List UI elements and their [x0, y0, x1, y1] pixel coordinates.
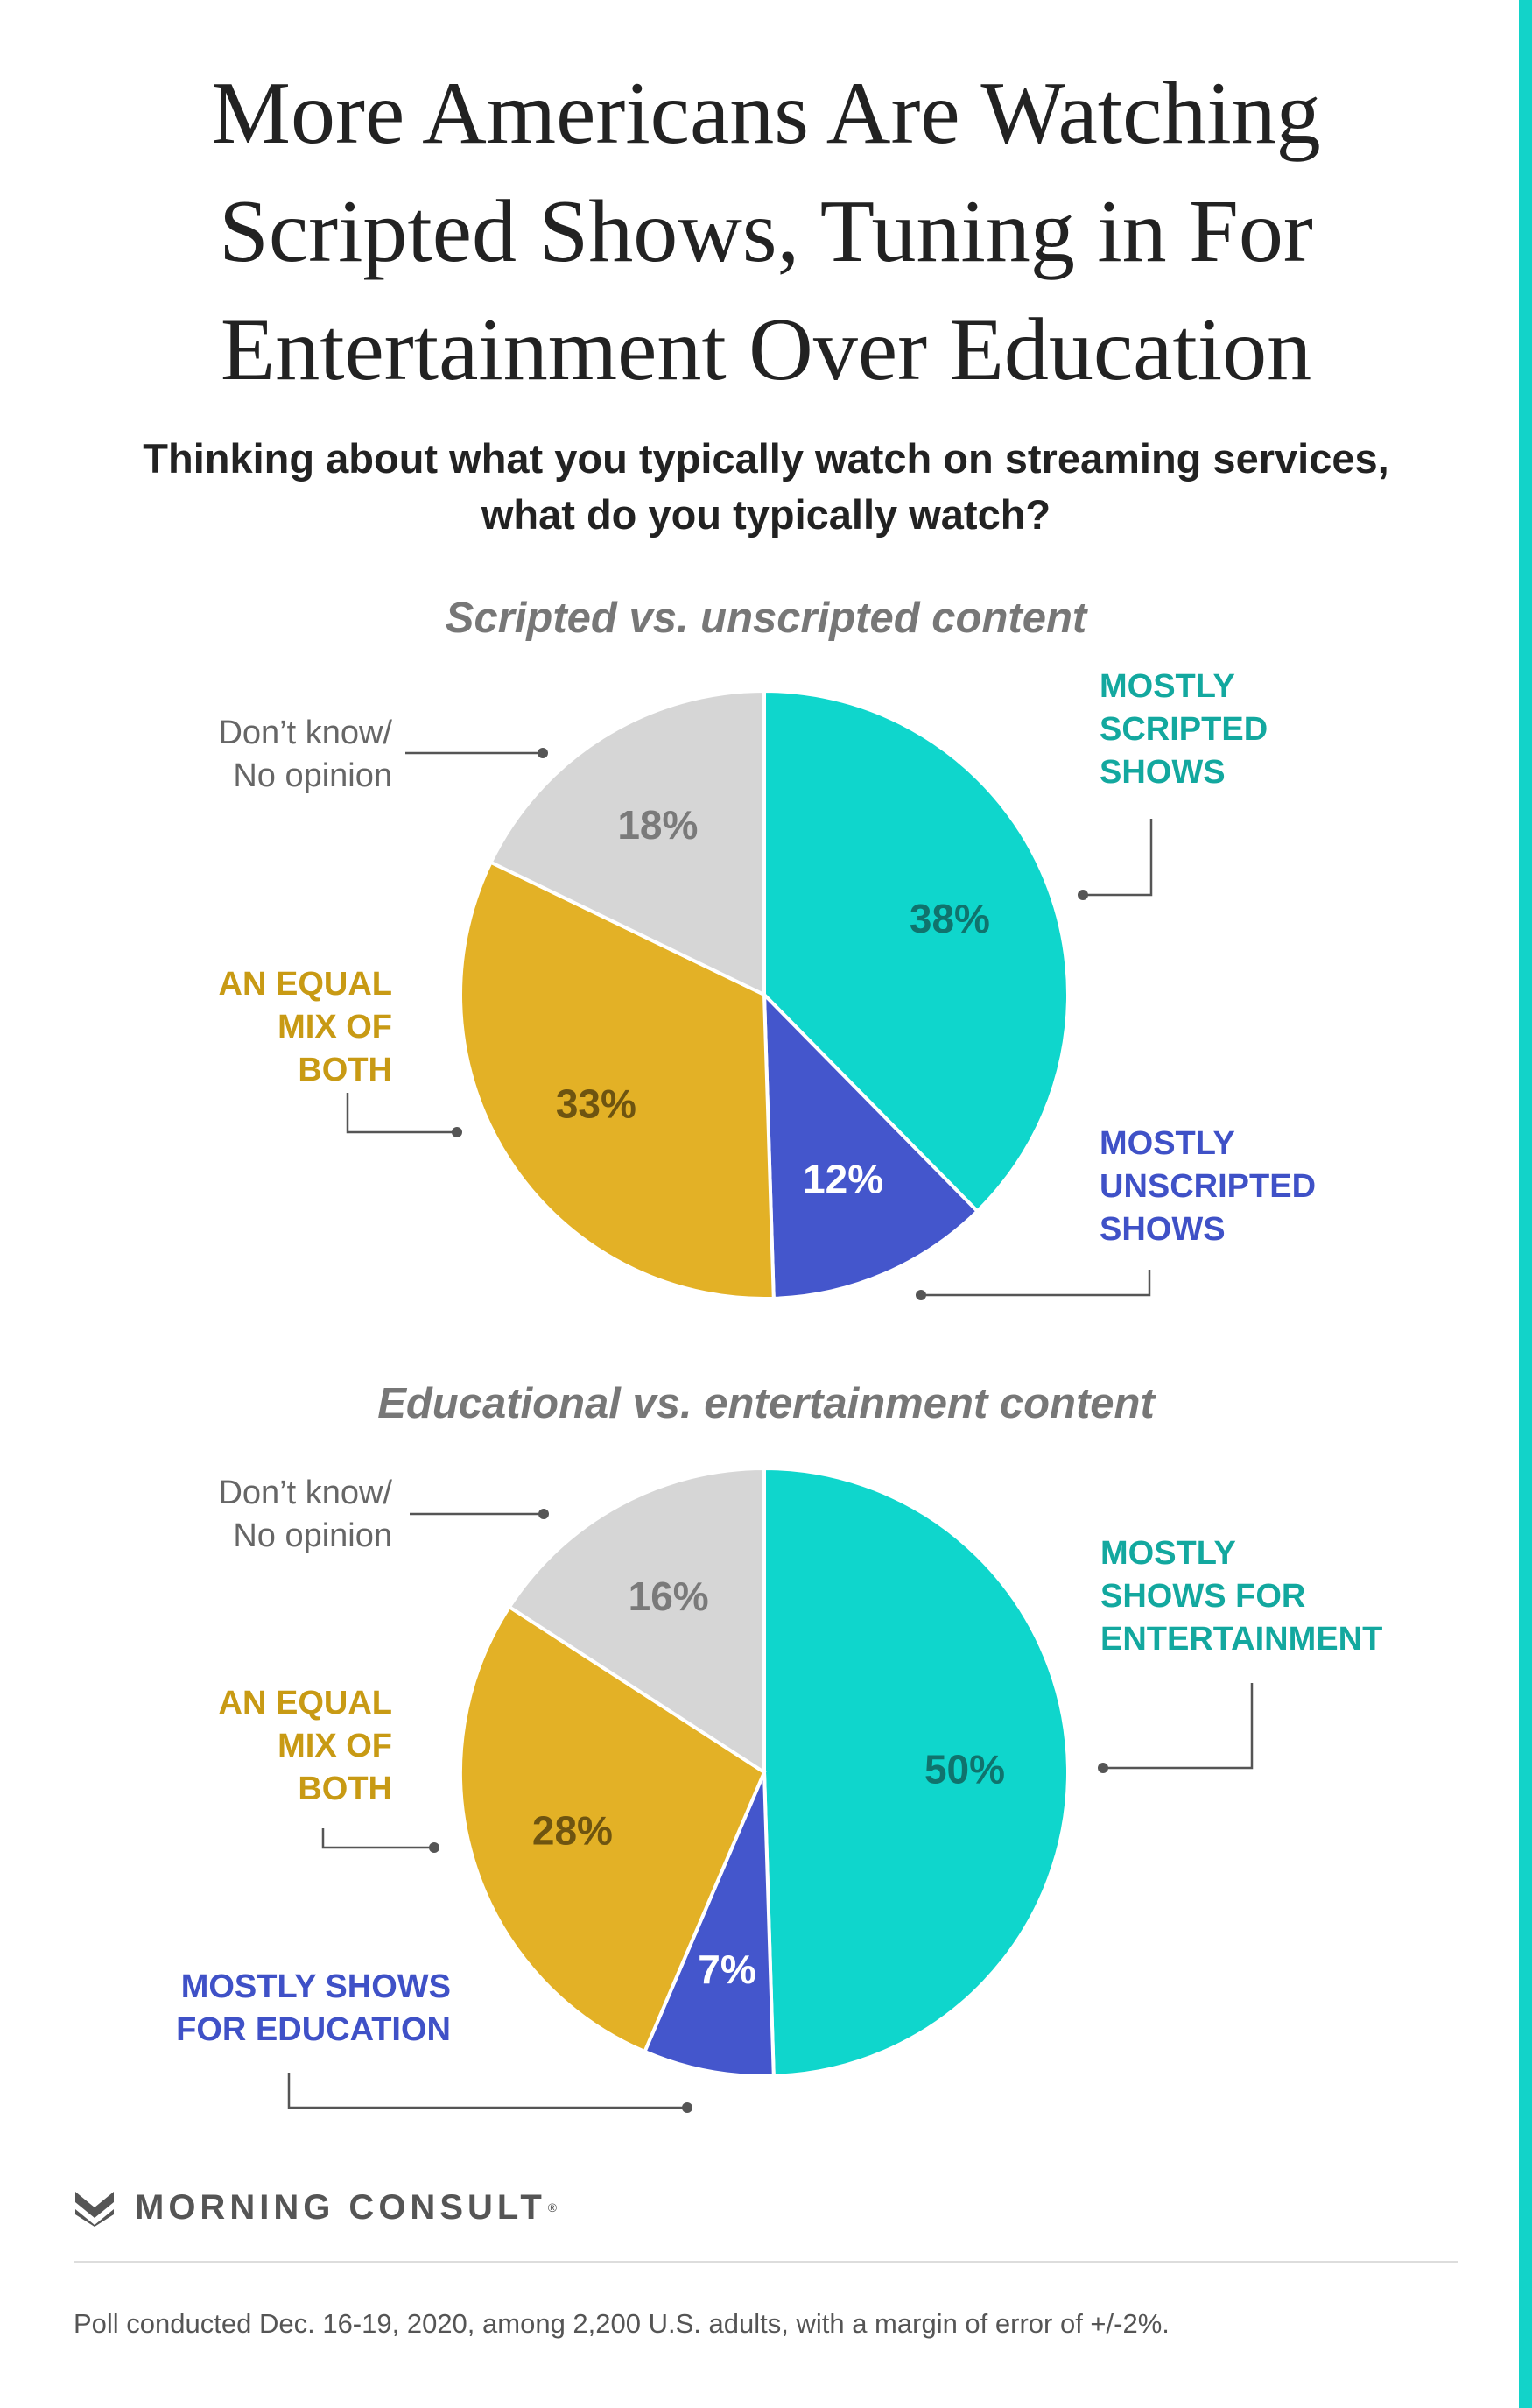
pie2-slice-2	[459, 1604, 767, 2054]
label-mostly-scripted: MOSTLY SCRIPTED SHOWS	[1100, 668, 1268, 791]
accent-bar	[1519, 0, 1532, 2408]
pie2-value-label-2: 28%	[532, 1808, 613, 1854]
leader-dot-mix-2	[429, 1842, 439, 1853]
pie2-slice-3	[507, 1466, 766, 1776]
pie2-value-label-0: 50%	[924, 1746, 1005, 1792]
label-mostly-unscripted: MOSTLY UNSCRIPTED SHOWS	[1100, 1125, 1317, 1248]
pie1-value-label-2: 33%	[556, 1081, 636, 1127]
leader-mix-1	[346, 1093, 457, 1134]
pie2-slice-0	[762, 1466, 1070, 2078]
label-dont-know-2: Don’t know/ No opinion	[218, 1475, 392, 1554]
label-equal-mix-1: AN EQUAL MIX OF BOTH	[218, 966, 392, 1088]
footer-note: Poll conducted Dec. 16-19, 2020, among 2…	[74, 2308, 1170, 2339]
morning-consult-logo-icon	[75, 2192, 114, 2227]
leader-lines-chart-2	[287, 1509, 1254, 2113]
pie1-slice-1	[762, 989, 980, 1300]
page-title: More Americans Are Watching Scripted Sho…	[211, 64, 1321, 399]
leader-lines-chart-1	[346, 748, 1153, 1300]
leader-entertainment	[1103, 1683, 1254, 1770]
pie2-slice-1	[642, 1771, 776, 2078]
pie-chart-educational: 50% 7% 28% 16%	[459, 1466, 1070, 2078]
pie1-value-label-0: 38%	[910, 896, 990, 941]
pie2-value-label-1: 7%	[698, 1947, 755, 1992]
pie1-value-label-3: 18%	[617, 802, 698, 848]
footer-divider	[74, 2261, 1458, 2263]
leader-dot-education	[682, 2102, 692, 2113]
leader-unscripted	[921, 1270, 1151, 1297]
leader-mix-2	[321, 1828, 434, 1849]
survey-question: Thinking about what you typically watch …	[143, 435, 1389, 538]
leader-dot-dk-1	[538, 748, 548, 758]
pie1-slice-2	[459, 860, 776, 1300]
leader-dot-dk-2	[538, 1509, 549, 1519]
morning-consult-logo: MORNING CONSULT ®	[74, 2186, 557, 2229]
leader-dot-scripted	[1078, 890, 1088, 900]
leader-dot-unscripted	[916, 1290, 926, 1300]
chart-1-title: Scripted vs. unscripted content	[445, 595, 1087, 642]
pie1-value-label-1: 12%	[803, 1157, 883, 1202]
logo-trademark: ®	[547, 2200, 558, 2214]
leader-dot-mix-1	[452, 1127, 462, 1137]
pie2-value-label-3: 16%	[629, 1574, 709, 1619]
leader-education	[287, 2073, 687, 2109]
leader-dot-entertainment	[1098, 1763, 1108, 1773]
logo-text: MORNING CONSULT	[135, 2187, 546, 2227]
label-equal-mix-2: AN EQUAL MIX OF BOTH	[218, 1685, 392, 1807]
leader-scripted	[1083, 819, 1153, 897]
label-dont-know-1: Don’t know/ No opinion	[218, 715, 392, 794]
pie1-slice-0	[762, 688, 1070, 1215]
pie1-slice-3	[488, 688, 766, 998]
chart-2-title: Educational vs. entertainment content	[377, 1380, 1155, 1427]
label-mostly-entertainment: MOSTLY SHOWS FOR ENTERTAINMENT	[1100, 1535, 1383, 1658]
label-mostly-education: MOSTLY SHOWS FOR EDUCATION	[176, 1968, 451, 2048]
pie-chart-scripted: 38% 12% 33% 18%	[459, 688, 1070, 1300]
